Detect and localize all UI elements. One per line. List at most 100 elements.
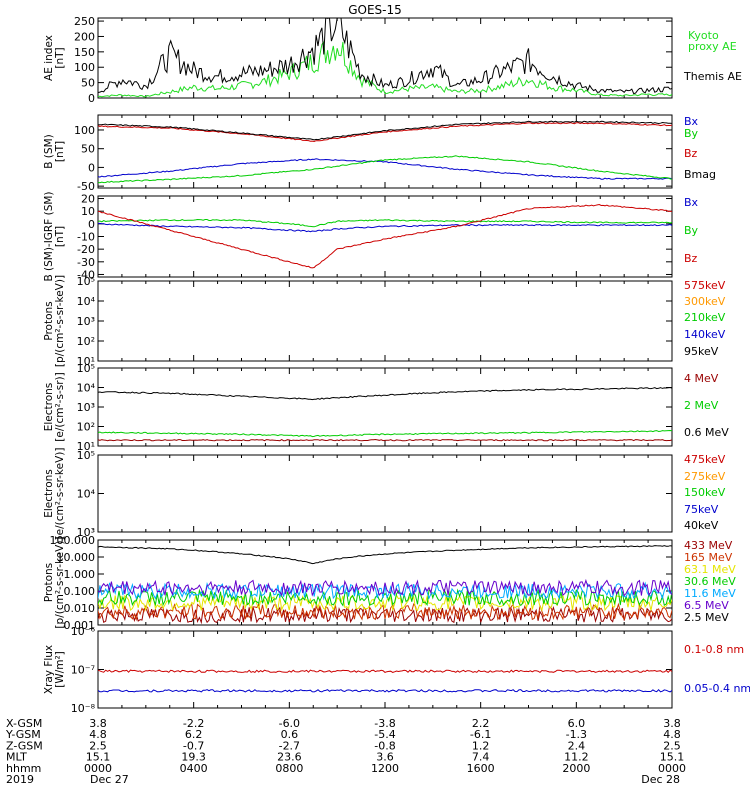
orbit-row-value: -0.7 bbox=[183, 739, 204, 752]
legend-entry: Bx bbox=[684, 115, 699, 128]
y-axis-label: [e/(cm²-s-sr-keV)] bbox=[54, 448, 66, 540]
orbit-row-value: 2.5 bbox=[89, 739, 107, 752]
panel-protons_low: 10⁵ 10⁴ 10³ 10² 10¹ Protons [p/(cm²-s-sr-keV)]… bbox=[43, 275, 726, 368]
orbit-row-value: -5.4 bbox=[374, 728, 395, 741]
y-tick-label: 10⁴ bbox=[77, 488, 96, 501]
y-axis-label: Xray Flux bbox=[43, 645, 55, 694]
orbit-row-value: 4.8 bbox=[663, 728, 681, 741]
y-axis-label: [nT] bbox=[54, 47, 66, 68]
panel-frame bbox=[97, 454, 673, 533]
orbit-row-value: 6.2 bbox=[185, 728, 203, 741]
y-tick-label: 10⁻⁷ bbox=[71, 664, 95, 677]
y-axis-label: Protons bbox=[43, 563, 55, 602]
orbit-row-value: -0.8 bbox=[374, 739, 395, 752]
orbit-row-label: Y-GSM bbox=[5, 728, 41, 741]
y-axis-label: Protons bbox=[43, 301, 55, 340]
series-line-63-1-mev bbox=[98, 593, 672, 612]
orbit-row-value: 7.4 bbox=[472, 751, 490, 764]
orbit-row-label: 2019 bbox=[6, 773, 34, 786]
y-tick-label: 1.000 bbox=[64, 568, 96, 581]
orbit-row-value: 3.8 bbox=[663, 717, 681, 730]
y-tick-label: -50 bbox=[77, 180, 95, 193]
legend-entry: 30.6 MeV bbox=[684, 575, 736, 588]
orbit-row-value: 3.6 bbox=[376, 751, 394, 764]
y-tick-label: 0.001 bbox=[64, 619, 96, 632]
legend-entry: 433 MeV bbox=[684, 539, 733, 552]
y-tick-label: 10 bbox=[81, 205, 95, 218]
series-line-30-6-mev bbox=[98, 588, 672, 607]
legend-entry: Bx bbox=[684, 196, 699, 209]
y-tick-label: -10 bbox=[77, 231, 95, 244]
series-line-bz bbox=[98, 203, 672, 269]
legend-entry: 150keV bbox=[684, 486, 726, 499]
y-tick-label: 10¹ bbox=[77, 355, 95, 368]
orbit-row-label: X-GSM bbox=[6, 717, 42, 730]
y-tick-label: 10⁵ bbox=[77, 362, 95, 375]
panel-frame bbox=[97, 280, 673, 362]
legend-entry: proxy AE bbox=[688, 40, 737, 53]
legend-entry: 11.6 MeV bbox=[684, 587, 736, 600]
series-line-bz bbox=[98, 122, 672, 143]
legend-entry: Bmag bbox=[684, 168, 716, 181]
legend-entry: By bbox=[684, 127, 699, 140]
orbit-row-value: 2000 bbox=[562, 762, 590, 775]
y-tick-label: -30 bbox=[77, 256, 95, 269]
legend-entry: 140keV bbox=[684, 328, 726, 341]
legend-entry: Bz bbox=[684, 252, 698, 265]
orbit-row-value: -3.8 bbox=[374, 717, 395, 730]
y-tick-label: 0 bbox=[88, 161, 95, 174]
series-line-bmag bbox=[98, 120, 672, 141]
legend-entry: 210keV bbox=[684, 311, 726, 324]
orbit-row-value: 2.5 bbox=[663, 739, 681, 752]
orbit-row-value: 3.8 bbox=[89, 717, 107, 730]
panel-protons_mev: 100.000 10.000 1.000 0.100 0.010 0.001 Protons… bbox=[43, 534, 736, 632]
y-tick-label: 0 bbox=[88, 92, 95, 105]
orbit-row-label: MLT bbox=[6, 751, 27, 764]
y-axis-label: [nT] bbox=[54, 226, 66, 247]
series-line-2-mev bbox=[98, 429, 672, 438]
y-axis-label: Electrons bbox=[43, 469, 55, 518]
y-axis-label: [nT] bbox=[54, 141, 66, 162]
panel-frame bbox=[97, 630, 673, 709]
orbit-row-value: 0800 bbox=[275, 762, 303, 775]
legend-entry: 2.5 MeV bbox=[684, 611, 729, 624]
y-tick-label: -40 bbox=[77, 268, 95, 281]
series-group bbox=[98, 120, 672, 184]
y-axis-label: B (SM)-IGRF (SM) bbox=[43, 191, 55, 281]
plot-title: GOES-15 bbox=[348, 3, 402, 17]
y-tick-label: 10⁻⁶ bbox=[71, 625, 96, 638]
series-line-by bbox=[98, 218, 672, 228]
legend-entry: 575keV bbox=[684, 279, 726, 292]
orbit-row-value: 0000 bbox=[84, 762, 112, 775]
series-line-by bbox=[98, 155, 672, 184]
legend-entry: 2 MeV bbox=[684, 399, 719, 412]
orbit-row-value: Dec 28 bbox=[641, 773, 680, 786]
series-group bbox=[98, 545, 672, 625]
y-tick-label: 10² bbox=[77, 421, 95, 434]
legend-entry: 165 MeV bbox=[684, 551, 733, 564]
orbit-row-value: -6.1 bbox=[470, 728, 491, 741]
orbit-row-value: 15.1 bbox=[86, 751, 111, 764]
orbit-row-value: -2.7 bbox=[279, 739, 300, 752]
y-tick-label: 10⁴ bbox=[77, 295, 96, 308]
series-group bbox=[98, 203, 672, 269]
y-tick-label: 10³ bbox=[77, 315, 95, 328]
y-tick-label: 100.000 bbox=[50, 534, 96, 547]
series-line-kyoto-proxy-ae bbox=[98, 40, 672, 98]
orbit-row-value: 4.8 bbox=[89, 728, 107, 741]
series-group bbox=[98, 386, 672, 442]
y-tick-label: 10³ bbox=[77, 526, 95, 539]
orbit-row-label: hhmm bbox=[6, 762, 41, 775]
legend-entry: 0.05-0.4 nm bbox=[684, 682, 750, 695]
y-axis-label: [e/(cm²-s-sr)] bbox=[54, 372, 66, 441]
legend-entry: 6.5 MeV bbox=[684, 599, 729, 612]
orbit-row-value: 2.4 bbox=[568, 739, 586, 752]
orbit-row-value: 6.0 bbox=[568, 717, 586, 730]
legend-entry: Bz bbox=[684, 147, 698, 160]
legend-entry: 0.6 MeV bbox=[684, 426, 729, 439]
y-tick-label: 10⁴ bbox=[77, 382, 96, 395]
orbit-row-label: Z-GSM bbox=[6, 739, 43, 752]
legend-entry: 75keV bbox=[684, 503, 719, 516]
